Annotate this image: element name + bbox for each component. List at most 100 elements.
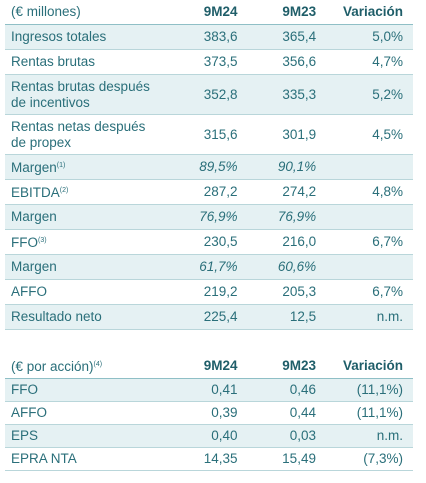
- footnote-ref: (2): [59, 187, 69, 194]
- value-cell: 0,46: [251, 378, 330, 402]
- value-cell: 0,44: [251, 401, 330, 425]
- row-label-cell: EPRA NTA: [5, 447, 170, 471]
- value-cell: 60,6%: [251, 254, 331, 280]
- value-cell: 76,9%: [251, 204, 331, 230]
- value-cell: n.m.: [330, 304, 413, 330]
- row-label-cell: Rentas netas después de propex: [5, 114, 170, 155]
- value-cell: 301,9: [251, 114, 331, 155]
- row-label: Rentas netas después de propex: [11, 118, 146, 150]
- row-label-cell: FFO(3): [5, 229, 170, 255]
- row-label: FFO: [11, 235, 38, 250]
- table-row: FFO 0,41 0,46 (11,1%): [5, 378, 413, 402]
- row-label-cell: FFO: [5, 378, 170, 402]
- value-cell: 14,35: [169, 447, 252, 471]
- value-cell: 5,2%: [330, 74, 413, 115]
- value-cell: n.m.: [329, 424, 413, 448]
- value-cell: (11,1%): [329, 401, 413, 425]
- value-cell: 373,5: [169, 49, 252, 75]
- header-label-cell: (€ millones): [5, 0, 170, 25]
- row-label: Margen: [11, 160, 57, 175]
- column-header: 9M23: [251, 354, 330, 379]
- value-cell: 335,3: [251, 74, 331, 115]
- table-row: Ingresos totales 383,6 365,4 5,0%: [5, 24, 413, 50]
- value-cell: 287,2: [169, 179, 252, 205]
- table-row: Resultado neto 225,4 12,5 n.m.: [5, 304, 413, 330]
- table-row: Rentas brutas después de incentivos 352,8…: [5, 74, 413, 115]
- value-cell: 5,0%: [330, 24, 413, 50]
- table-row: Margen 61,7% 60,6%: [5, 254, 413, 280]
- row-label-cell: EPS: [5, 424, 170, 448]
- row-label-cell: Rentas brutas: [5, 49, 170, 75]
- row-label: Margen: [11, 259, 57, 274]
- value-cell: 4,8%: [330, 179, 413, 205]
- row-label-cell: Margen: [5, 254, 170, 280]
- value-cell: 90,1%: [251, 154, 331, 180]
- row-label: FFO: [11, 382, 38, 397]
- column-header: 9M24: [169, 354, 252, 379]
- value-cell: 315,6: [169, 114, 252, 155]
- row-label: Margen: [11, 209, 57, 224]
- footnote-ref: (4): [93, 361, 103, 368]
- row-label-cell: AFFO: [5, 401, 170, 425]
- value-cell: 6,7%: [330, 279, 413, 305]
- row-label-cell: Ingresos totales: [5, 24, 170, 50]
- row-label: Rentas brutas: [11, 54, 96, 69]
- column-header: 9M23: [251, 0, 331, 25]
- footnote-ref: (1): [56, 162, 66, 169]
- value-cell: 356,6: [251, 49, 331, 75]
- table-row: EPRA NTA 14,35 15,49 (7,3%): [5, 447, 413, 471]
- column-header: Variación: [329, 354, 413, 379]
- header-label: (€ por acción): [11, 359, 94, 374]
- value-cell: 230,5: [169, 229, 252, 255]
- header-row: (€ millones) 9M24 9M23 Variación: [5, 0, 413, 25]
- row-label: EPRA NTA: [11, 451, 77, 466]
- row-label: AFFO: [11, 284, 47, 299]
- value-cell: [330, 254, 413, 280]
- value-cell: 219,2: [169, 279, 252, 305]
- value-cell: 0,40: [169, 424, 252, 448]
- value-cell: 15,49: [251, 447, 330, 471]
- table-row: Rentas brutas 373,5 356,6 4,7%: [5, 49, 413, 75]
- row-label: EBITDA: [11, 185, 60, 200]
- header-row: (€ por acción)(4) 9M24 9M23 Variación: [5, 354, 413, 379]
- value-cell: 4,5%: [330, 114, 413, 155]
- value-cell: 61,7%: [169, 254, 252, 280]
- header-label: (€ millones): [11, 4, 81, 19]
- value-cell: [330, 154, 413, 180]
- value-cell: 89,5%: [169, 154, 252, 180]
- value-cell: 4,7%: [330, 49, 413, 75]
- column-header: Variación: [330, 0, 413, 25]
- table-row: Margen 76,9% 76,9%: [5, 204, 413, 230]
- table-row: Rentas netas después de propex 315,6 301,9…: [5, 114, 413, 155]
- row-label-cell: EBITDA(2): [5, 179, 170, 205]
- row-label: AFFO: [11, 405, 47, 420]
- column-header: 9M24: [169, 0, 252, 25]
- value-cell: [330, 204, 413, 230]
- row-label: Ingresos totales: [11, 29, 107, 44]
- table-row: AFFO 0,39 0,44 (11,1%): [5, 401, 413, 425]
- table-row: Margen(1) 89,5% 90,1%: [5, 154, 413, 180]
- row-label-cell: Margen(1): [5, 154, 170, 180]
- value-cell: 0,03: [251, 424, 330, 448]
- footnote-ref: (3): [38, 237, 47, 244]
- table-row: EBITDA(2) 287,2 274,2 4,8%: [5, 179, 413, 205]
- value-cell: 0,39: [169, 401, 252, 425]
- header-label-cell: (€ por acción)(4): [5, 354, 170, 379]
- value-cell: 205,3: [251, 279, 331, 305]
- row-label: Rentas brutas después de incentivos: [11, 78, 150, 110]
- value-cell: 365,4: [251, 24, 331, 50]
- value-cell: (11,1%): [329, 378, 413, 402]
- value-cell: 383,6: [169, 24, 252, 50]
- row-label: EPS: [11, 428, 39, 443]
- data-table: (€ millones) 9M24 9M23 Variación Ingresos to…: [5, 0, 413, 330]
- value-cell: 76,9%: [169, 204, 252, 230]
- row-label: Resultado neto: [11, 309, 102, 324]
- row-label-cell: Rentas brutas después de incentivos: [5, 74, 170, 115]
- value-cell: 6,7%: [330, 229, 413, 255]
- table-row: FFO(3) 230,5 216,0 6,7%: [5, 229, 413, 255]
- row-label-cell: Margen: [5, 204, 170, 230]
- data-table: (€ por acción)(4) 9M24 9M23 Variación FFO 0,4…: [5, 354, 413, 471]
- value-cell: 216,0: [251, 229, 331, 255]
- value-cell: 274,2: [251, 179, 331, 205]
